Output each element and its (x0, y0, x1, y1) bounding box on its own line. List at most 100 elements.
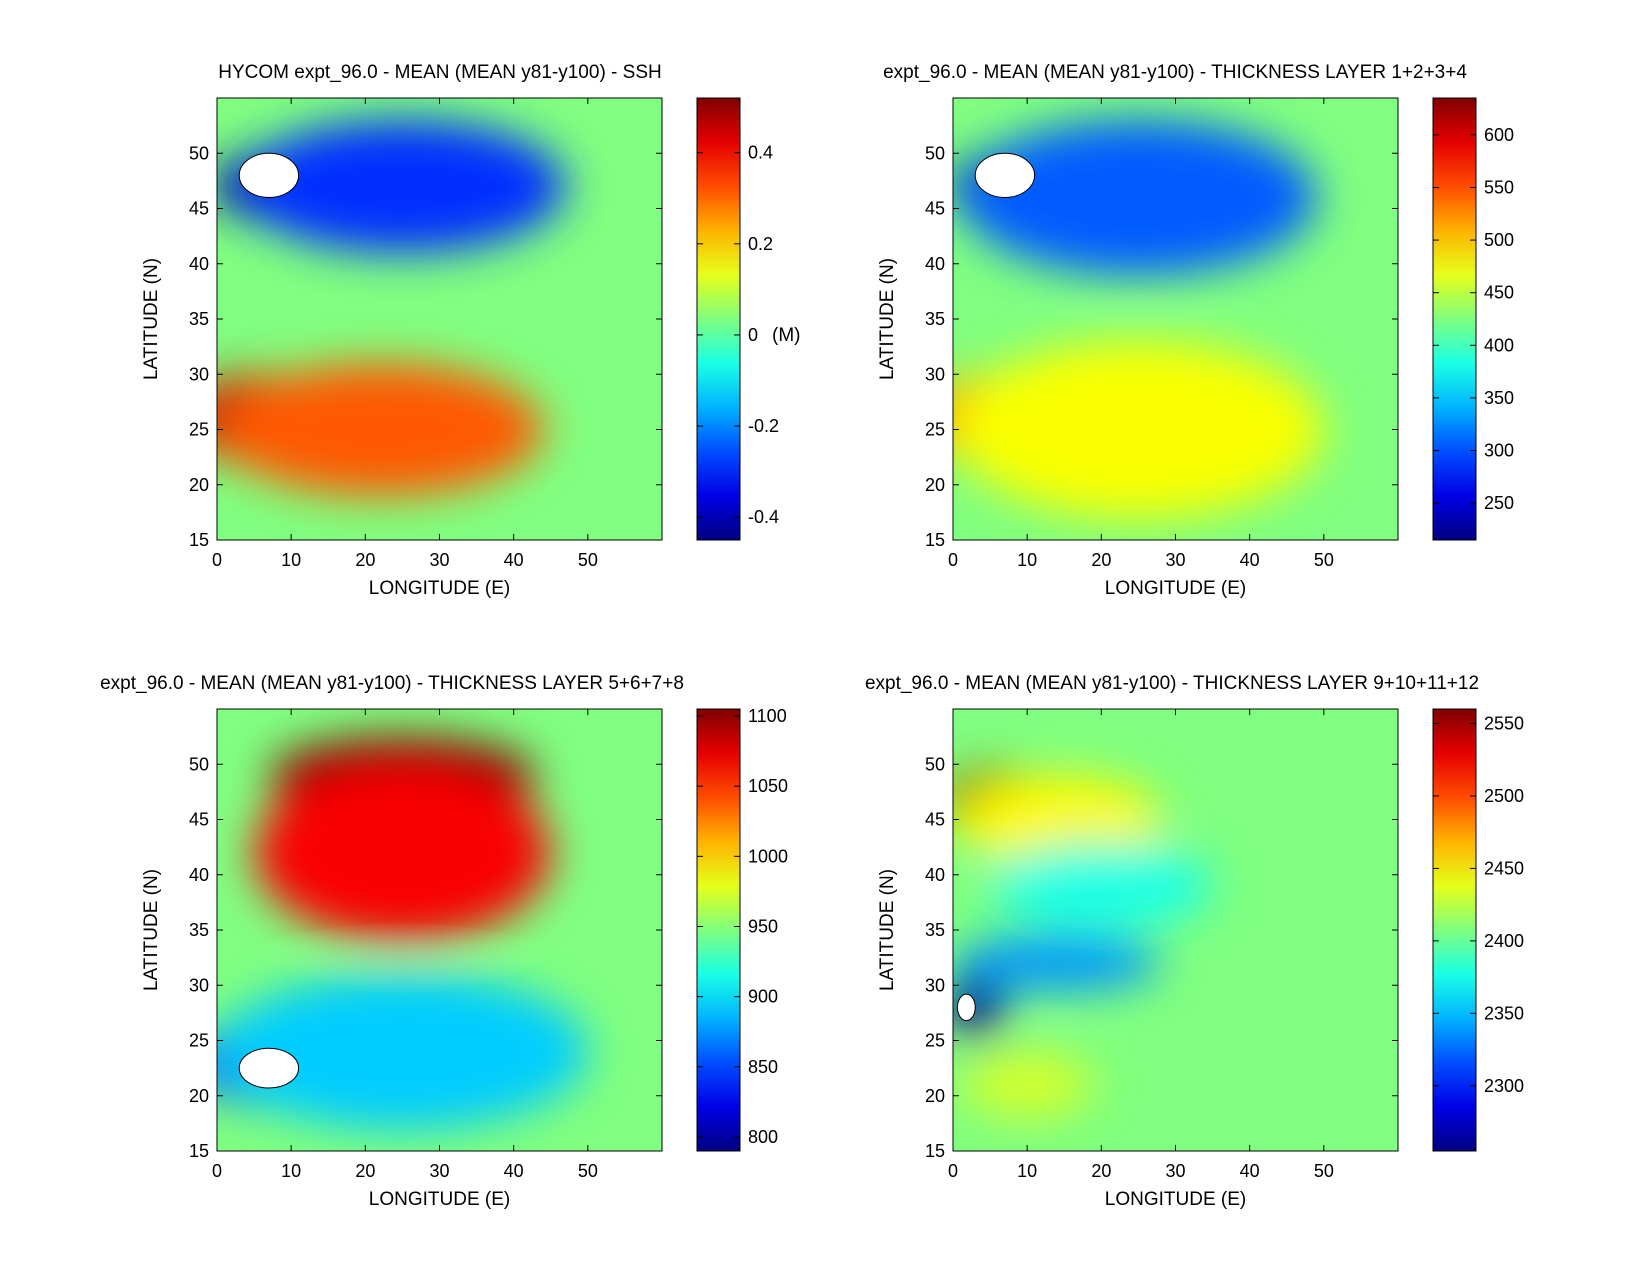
field-feature (217, 974, 588, 1129)
y-tick-label: 25 (189, 1031, 209, 1051)
y-tick-label: 20 (189, 1086, 209, 1106)
y-tick-label: 25 (189, 420, 209, 440)
x-tick-label: 50 (578, 1161, 598, 1181)
y-tick-label: 25 (925, 1031, 945, 1051)
missing-data-hole (974, 152, 1036, 198)
colorbar-tick-label: 0 (748, 325, 758, 345)
y-tick-label: 20 (925, 1086, 945, 1106)
y-tick-label: 35 (925, 920, 945, 940)
y-tick-label: 50 (189, 143, 209, 163)
x-tick-label: 50 (1314, 550, 1334, 570)
y-tick-label: 40 (925, 865, 945, 885)
x-tick-label: 10 (281, 1161, 301, 1181)
x-tick-label: 40 (504, 1161, 524, 1181)
panel-thickness-1-4: expt_96.0 - MEAN (MEAN y81-y100) - THICK… (877, 62, 1514, 599)
missing-data-hole (238, 152, 300, 198)
colorbar-tick-label: 0.2 (748, 234, 773, 254)
field-feature (990, 841, 1213, 930)
colorbar-tick-label: 900 (748, 987, 778, 1007)
colorbar-tick-label: -0.4 (748, 507, 779, 527)
x-tick-label: 20 (355, 1161, 375, 1181)
x-axis-label: LONGITUDE (E) (369, 1189, 510, 1210)
y-tick-label: 30 (925, 364, 945, 384)
x-tick-label: 0 (212, 1161, 222, 1181)
y-tick-label: 15 (189, 530, 209, 550)
panel-title: expt_96.0 - MEAN (MEAN y81-y100) - THICK… (100, 673, 684, 694)
colorbar-tick-label: 850 (748, 1057, 778, 1077)
panel-thickness-9-12: expt_96.0 - MEAN (MEAN y81-y100) - THICK… (865, 673, 1524, 1210)
field-layer (217, 98, 662, 540)
colorbar (696, 97, 741, 541)
y-tick-label: 35 (189, 309, 209, 329)
panel-title: expt_96.0 - MEAN (MEAN y81-y100) - THICK… (865, 673, 1479, 694)
field-feature (953, 775, 1161, 864)
x-axis-label: LONGITUDE (E) (1105, 1189, 1246, 1210)
y-tick-label: 40 (189, 865, 209, 885)
y-tick-label: 20 (189, 475, 209, 495)
field-feature (960, 1051, 1094, 1118)
colorbar-tick-label: 550 (1484, 177, 1514, 197)
panel-title: HYCOM expt_96.0 - MEAN (MEAN y81-y100) -… (218, 62, 661, 83)
colorbar-tick-label: 2550 (1484, 713, 1524, 733)
x-tick-label: 50 (1314, 1161, 1334, 1181)
colorbar-tick-label: 2400 (1484, 931, 1524, 951)
field-layer (217, 709, 662, 1151)
colorbar-tick-label: 800 (748, 1127, 778, 1147)
colorbar-tick-label: -0.2 (748, 416, 779, 436)
y-tick-label: 20 (925, 475, 945, 495)
colorbar-tick-label: 350 (1484, 388, 1514, 408)
x-tick-label: 40 (504, 550, 524, 570)
x-tick-label: 0 (948, 1161, 958, 1181)
x-tick-label: 10 (1017, 550, 1037, 570)
y-tick-label: 40 (189, 254, 209, 274)
panel-thickness-5-8: expt_96.0 - MEAN (MEAN y81-y100) - THICK… (100, 673, 788, 1210)
colorbar-tick-label: 2300 (1484, 1076, 1524, 1096)
field-layer (953, 98, 1398, 540)
x-tick-label: 50 (578, 550, 598, 570)
field-feature (239, 120, 566, 253)
x-tick-label: 40 (1240, 1161, 1260, 1181)
x-tick-label: 30 (1165, 1161, 1185, 1181)
x-tick-label: 0 (948, 550, 958, 570)
y-tick-label: 35 (189, 920, 209, 940)
field-feature (960, 120, 1317, 275)
y-tick-label: 30 (189, 364, 209, 384)
x-tick-label: 30 (429, 1161, 449, 1181)
x-tick-label: 30 (1165, 550, 1185, 570)
colorbar-unit: (M) (772, 325, 800, 346)
y-tick-label: 35 (925, 309, 945, 329)
colorbar (1432, 97, 1477, 541)
colorbar-tick-label: 2450 (1484, 858, 1524, 878)
y-tick-label: 45 (925, 810, 945, 830)
colorbar-tick-label: 950 (748, 916, 778, 936)
colorbar-tick-label: 600 (1484, 125, 1514, 145)
y-tick-label: 15 (189, 1141, 209, 1161)
y-axis-label: LATITUDE (N) (877, 869, 898, 991)
missing-data-hole (956, 993, 976, 1022)
x-axis-label: LONGITUDE (E) (369, 578, 510, 599)
colorbar-tick-label: 1000 (748, 846, 788, 866)
panel-ssh: HYCOM expt_96.0 - MEAN (MEAN y81-y100) -… (141, 62, 800, 599)
y-tick-label: 30 (189, 975, 209, 995)
colorbar-tick-label: 0.4 (748, 143, 773, 163)
colorbar-tick-label: 1100 (748, 706, 787, 726)
field-feature (254, 764, 551, 942)
field-feature (953, 341, 1324, 518)
colorbar-tick-label: 300 (1484, 441, 1514, 461)
x-tick-label: 20 (1091, 550, 1111, 570)
x-tick-label: 0 (212, 550, 222, 570)
x-axis-label: LONGITUDE (E) (1105, 578, 1246, 599)
colorbar (1432, 708, 1477, 1152)
missing-data-hole (238, 1047, 300, 1089)
y-tick-label: 30 (925, 975, 945, 995)
colorbar-tick-label: 450 (1484, 283, 1514, 303)
y-tick-label: 50 (189, 754, 209, 774)
x-tick-label: 30 (429, 550, 449, 570)
x-tick-label: 20 (355, 550, 375, 570)
y-tick-label: 15 (925, 1141, 945, 1161)
field-layer (953, 709, 1398, 1151)
field-feature (953, 974, 1005, 1041)
x-tick-label: 10 (281, 550, 301, 570)
colorbar-tick-label: 400 (1484, 335, 1514, 355)
